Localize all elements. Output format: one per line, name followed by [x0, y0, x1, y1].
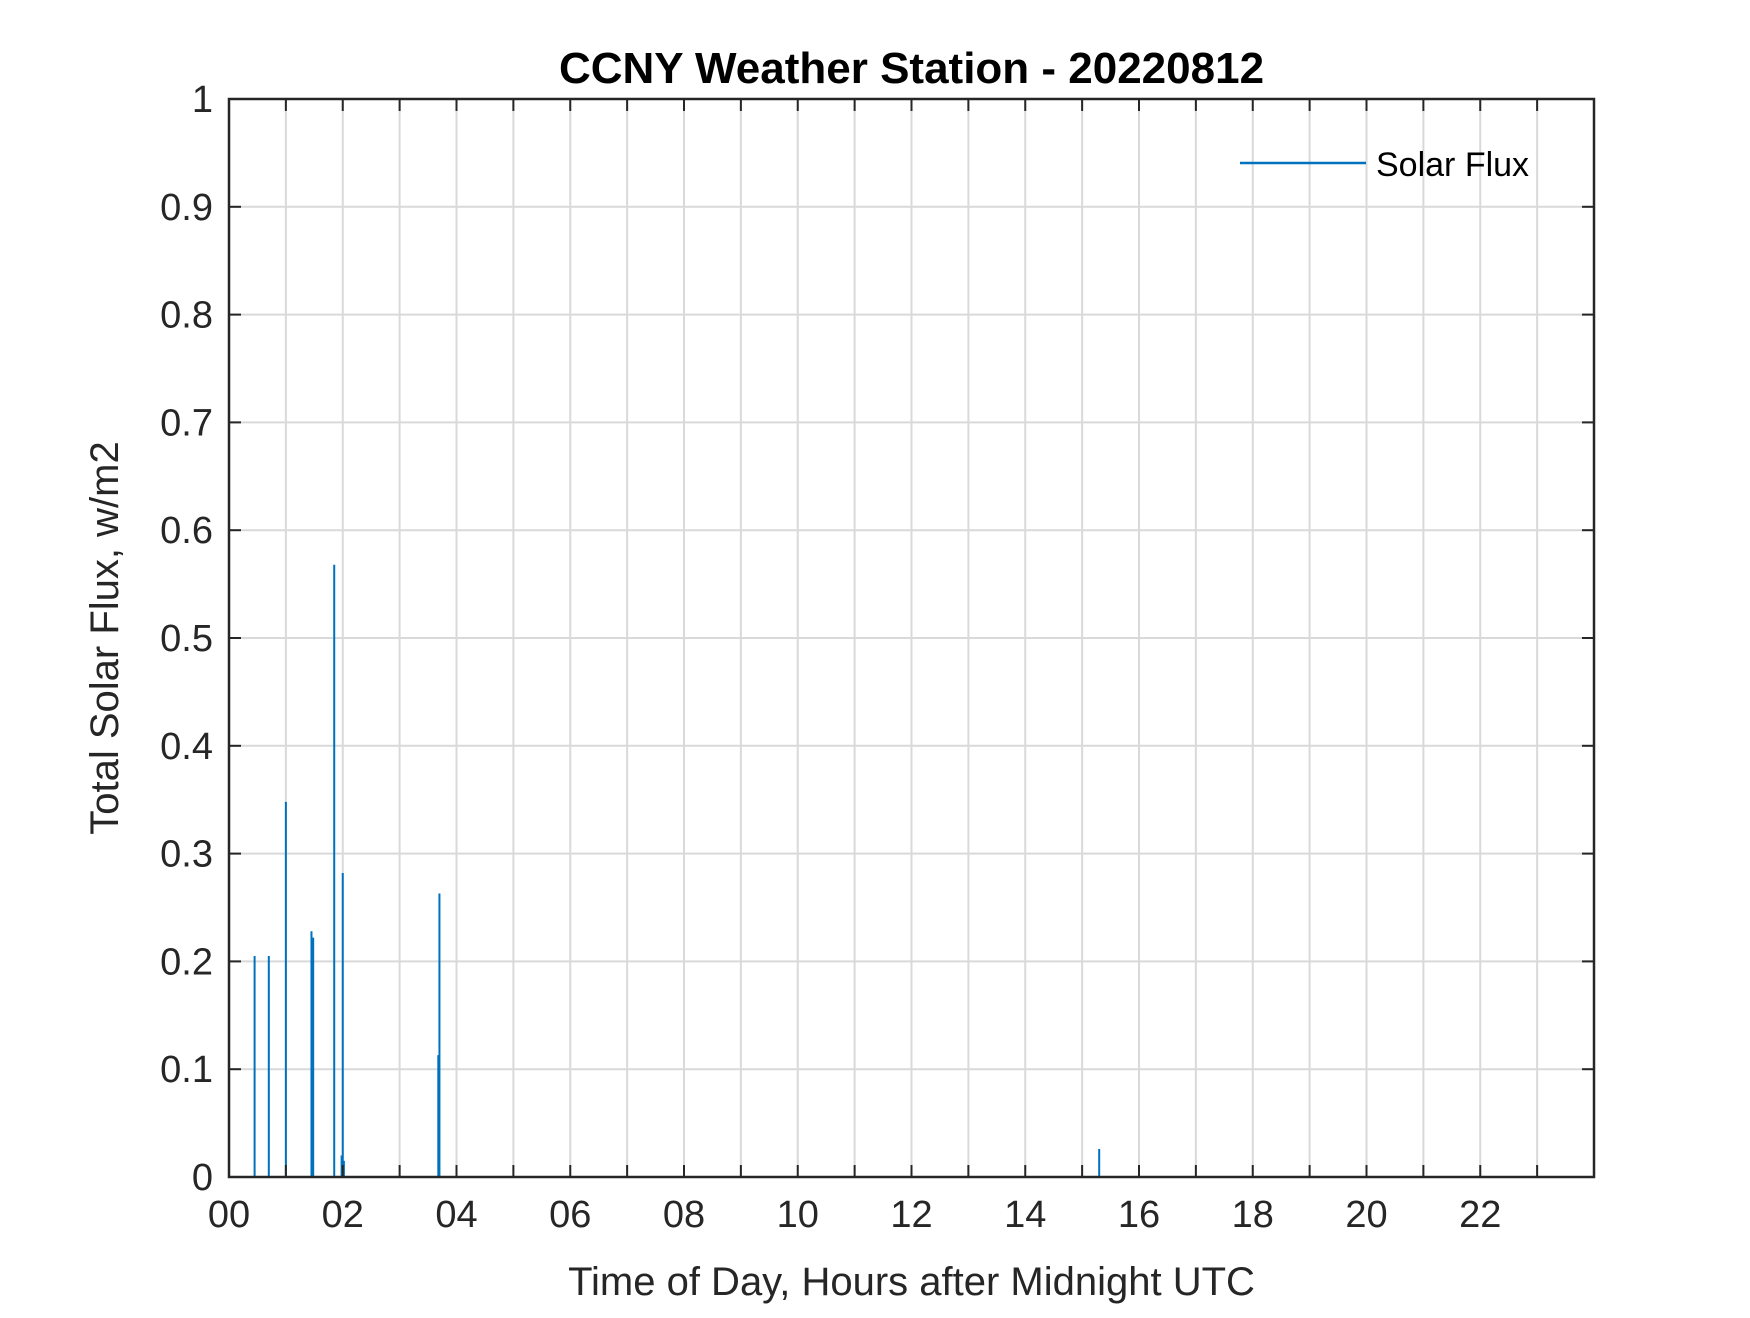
- y-tick-label: 0.6: [160, 510, 213, 552]
- y-axis-label: Total Solar Flux, w/m2: [83, 441, 127, 834]
- chart-title: CCNY Weather Station - 20220812: [559, 44, 1264, 93]
- legend-label-solar-flux: Solar Flux: [1376, 146, 1529, 184]
- x-tick-label: 20: [1345, 1194, 1387, 1236]
- x-tick-label: 06: [549, 1194, 591, 1236]
- x-tick-label: 12: [890, 1194, 932, 1236]
- y-tick-label: 0.4: [160, 726, 213, 768]
- legend: Solar Flux: [1240, 146, 1529, 184]
- x-tick-label: 14: [1004, 1194, 1046, 1236]
- y-tick-label: 0.2: [160, 941, 213, 983]
- y-tick-label: 1: [192, 79, 213, 121]
- grid: [228, 98, 1594, 1178]
- x-tick-label: 16: [1118, 1194, 1160, 1236]
- y-tick-label: 0.7: [160, 402, 213, 444]
- ticks: [228, 98, 1594, 1178]
- x-axis-label: Time of Day, Hours after Midnight UTC: [568, 1260, 1255, 1304]
- y-tick-label: 0.8: [160, 295, 213, 337]
- y-tick-label: 0.3: [160, 834, 213, 876]
- x-tick-label: 22: [1459, 1194, 1501, 1236]
- x-tick-label: 02: [322, 1194, 364, 1236]
- x-tick-label: 04: [435, 1194, 477, 1236]
- x-tick-label: 08: [663, 1194, 705, 1236]
- x-tick-label: 00: [208, 1194, 250, 1236]
- y-tick-label: 0.1: [160, 1049, 213, 1091]
- y-tick-label: 0: [192, 1157, 213, 1199]
- tick-labels: 00 02 04 06 08 10 12 14 16 18 20 22 0 0.1 0.2 0.3 0.4 0.5…: [160, 79, 1501, 1236]
- series-solar-flux: [253, 564, 1101, 1177]
- x-tick-label: 18: [1232, 1194, 1274, 1236]
- y-tick-label: 0.5: [160, 618, 213, 660]
- y-tick-label: 0.9: [160, 187, 213, 229]
- x-tick-label: 10: [777, 1194, 819, 1236]
